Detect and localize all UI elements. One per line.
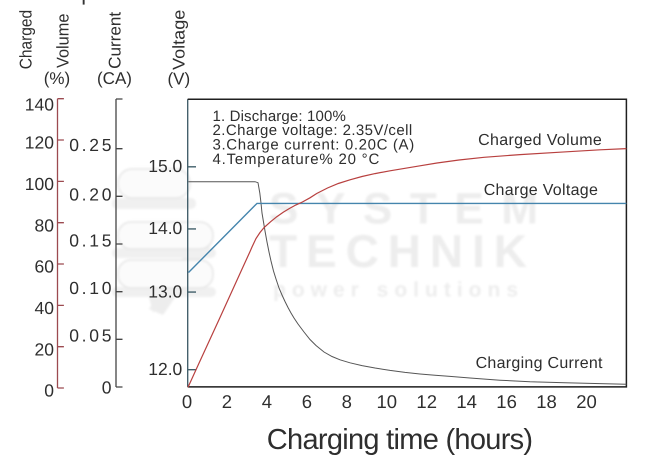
- svg-text:0.15: 0.15: [69, 231, 111, 251]
- svg-text:120: 120: [25, 133, 54, 153]
- svg-text:Charged: Charged: [16, 10, 35, 69]
- svg-text:2.Charge voltage: 2.35V/cell: 2.Charge voltage: 2.35V/cell: [213, 122, 413, 139]
- svg-text:1. Discharge: 100%: 1. Discharge: 100%: [213, 108, 346, 125]
- svg-text:(CA): (CA): [97, 69, 132, 88]
- svg-text:12.0: 12.0: [148, 359, 182, 379]
- svg-text:12: 12: [416, 391, 437, 412]
- svg-text:14.0: 14.0: [148, 218, 182, 238]
- svg-text:100: 100: [25, 174, 54, 194]
- svg-text:Charging Current: Charging Current: [476, 355, 603, 372]
- svg-text:Volume: Volume: [53, 14, 72, 68]
- svg-text:TECHNIK: TECHNIK: [269, 225, 527, 277]
- svg-text:4: 4: [262, 391, 272, 412]
- svg-text:60: 60: [35, 257, 55, 277]
- svg-text:40: 40: [35, 298, 55, 318]
- svg-text:140: 140: [25, 95, 54, 115]
- svg-text:14: 14: [456, 391, 477, 412]
- svg-text:0.10: 0.10: [69, 278, 112, 298]
- svg-text:13.0: 13.0: [148, 281, 182, 301]
- svg-text:18: 18: [536, 391, 557, 412]
- svg-text:2: 2: [222, 391, 232, 412]
- svg-text:20: 20: [35, 339, 55, 359]
- svg-text:16: 16: [496, 391, 517, 412]
- svg-text:Charging time (hours): Charging time (hours): [267, 424, 533, 456]
- svg-text:10: 10: [376, 391, 397, 412]
- svg-text:0: 0: [182, 391, 192, 412]
- svg-text:power solutions: power solutions: [273, 279, 518, 302]
- svg-text:0.20: 0.20: [69, 185, 112, 205]
- svg-text:15.0: 15.0: [148, 156, 182, 176]
- svg-text:(%): (%): [44, 69, 70, 88]
- svg-text:Current: Current: [106, 12, 125, 69]
- svg-text:0.25: 0.25: [69, 135, 111, 155]
- svg-text:(V): (V): [167, 70, 190, 89]
- svg-text:4.Temperature% 20 °C: 4.Temperature% 20 °C: [213, 151, 380, 168]
- svg-text:6: 6: [302, 391, 312, 412]
- svg-text:20: 20: [576, 391, 597, 412]
- svg-text:0: 0: [44, 381, 54, 401]
- svg-text:0: 0: [102, 377, 112, 397]
- svg-text:Voltage: Voltage: [170, 10, 189, 70]
- svg-text:Charge Voltage: Charge Voltage: [484, 182, 598, 199]
- svg-text:8: 8: [342, 391, 352, 412]
- svg-text:Charged Volume: Charged Volume: [478, 132, 602, 149]
- svg-text:3.Charge current: 0.20C (A): 3.Charge current: 0.20C (A): [213, 137, 415, 154]
- svg-text:80: 80: [35, 215, 55, 235]
- svg-text:0.05: 0.05: [69, 326, 111, 346]
